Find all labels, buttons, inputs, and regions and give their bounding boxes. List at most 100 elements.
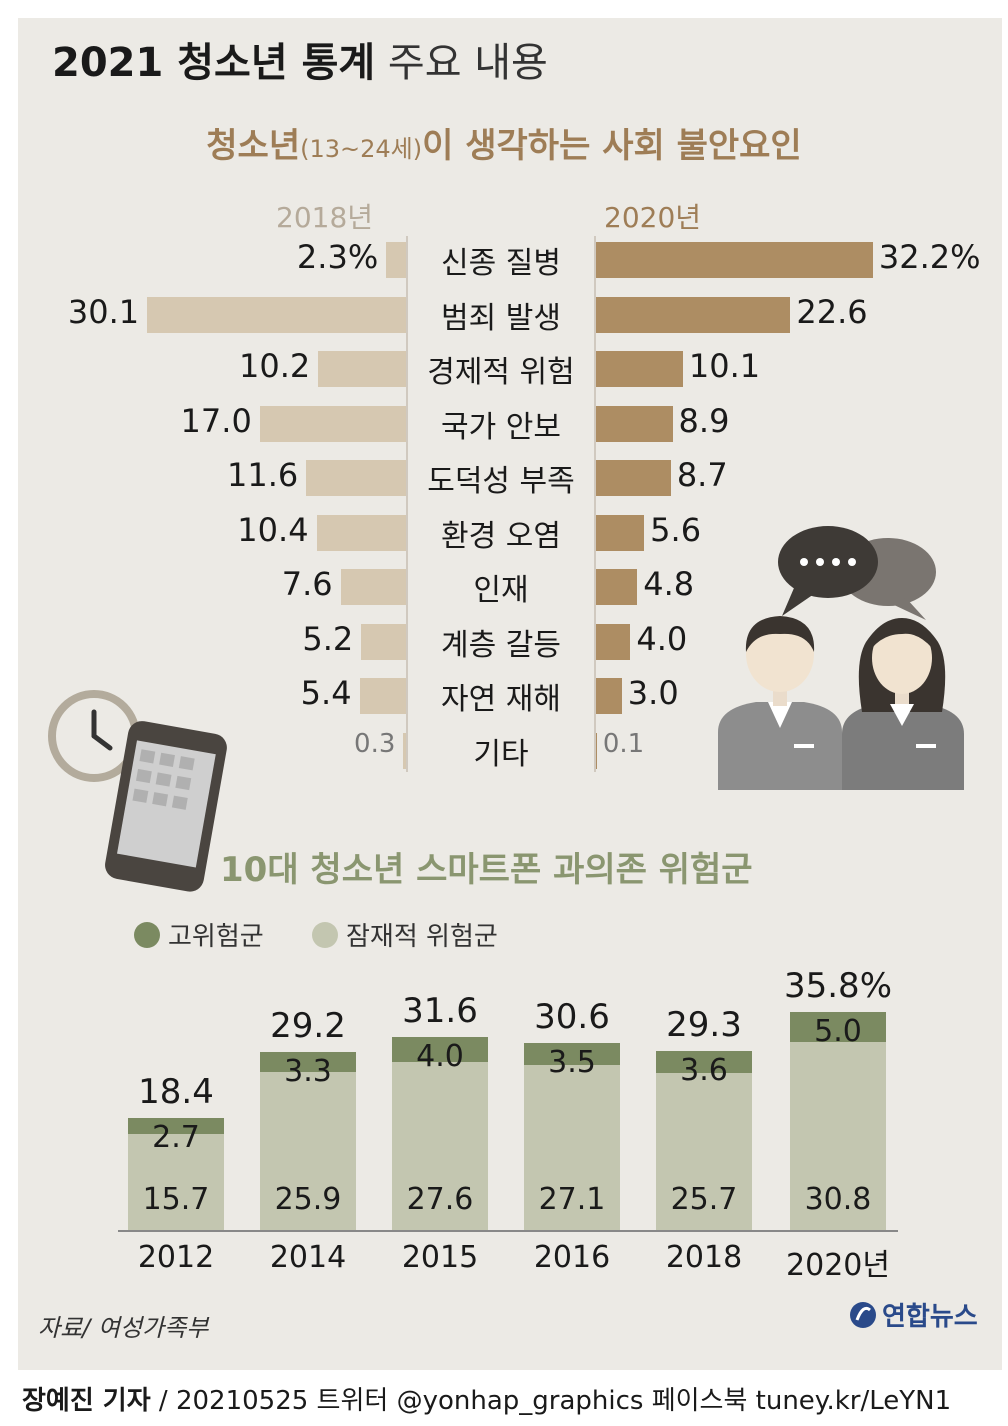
smartphone-icon bbox=[105, 721, 227, 892]
divider-left bbox=[406, 236, 408, 772]
value-2020: 4.0 bbox=[636, 619, 688, 658]
main-title-bold: 2021 청소년 통계 bbox=[52, 40, 376, 86]
category-label: 범죄 발생 bbox=[441, 300, 561, 336]
value-total: 18.4 bbox=[138, 1071, 214, 1112]
value-2018: 11.6 bbox=[226, 456, 299, 494]
credit-line: 장예진 기자 / 20210525 트위터 @yonhap_graphics 페… bbox=[22, 1380, 951, 1417]
legend-high-risk-label: 고위험군 bbox=[168, 922, 264, 952]
year-label: 2014 bbox=[269, 1240, 347, 1275]
yonhap-logo-icon bbox=[850, 1301, 876, 1328]
value-potential-risk: 27.1 bbox=[538, 1182, 606, 1217]
legend-high-risk-swatch bbox=[134, 921, 160, 948]
value-2018: 10.2 bbox=[239, 347, 311, 385]
value-2018: 7.6 bbox=[281, 565, 333, 603]
value-high-risk: 4.0 bbox=[416, 1039, 464, 1075]
value-2020: 22.6 bbox=[796, 292, 868, 331]
value-2020: 5.6 bbox=[650, 510, 702, 549]
bar-2020 bbox=[596, 405, 673, 442]
bar-2018 bbox=[361, 623, 406, 660]
bar-potential-risk bbox=[260, 1072, 356, 1230]
bar-potential-risk bbox=[656, 1073, 752, 1230]
value-2020: 10.1 bbox=[688, 347, 761, 385]
legend-potential-risk: 잠재적 위험군 bbox=[312, 916, 498, 953]
value-potential-risk: 30.8 bbox=[804, 1182, 872, 1217]
value-total: 29.2 bbox=[270, 1005, 346, 1046]
yonhap-logo: 연합뉴스 bbox=[848, 1296, 978, 1333]
main-title-light: 주요 내용 bbox=[387, 40, 548, 86]
category-label: 계층 갈등 bbox=[441, 627, 561, 663]
value-2018: 17.0 bbox=[180, 401, 252, 440]
bar-high-risk bbox=[524, 1043, 620, 1065]
bar-2018 bbox=[403, 732, 406, 769]
year-label: 2015 bbox=[401, 1240, 479, 1275]
bar-2018 bbox=[306, 460, 406, 496]
yonhap-logo-text: 연합뉴스 bbox=[882, 1302, 978, 1332]
clock-phone-illustration bbox=[48, 690, 227, 892]
bar-2020 bbox=[596, 351, 683, 387]
bar-2020 bbox=[596, 242, 873, 278]
legend-potential-risk-label: 잠재적 위험군 bbox=[346, 922, 498, 952]
credit-rest: / 20210525 트위터 @yonhap_graphics 페이스북 tun… bbox=[158, 1386, 952, 1416]
bar-high-risk bbox=[260, 1051, 356, 1072]
section1-title-main: 청소년 bbox=[206, 126, 301, 166]
category-label: 인재 bbox=[473, 573, 529, 608]
year-label: 2020년 bbox=[786, 1248, 890, 1283]
bar-2018 bbox=[340, 569, 406, 605]
bar-2020 bbox=[596, 569, 638, 605]
student-boy-icon bbox=[718, 616, 842, 790]
source-note: 자료/ 여성가족부 bbox=[38, 1314, 209, 1342]
legend-potential-risk-swatch bbox=[312, 921, 338, 948]
value-2018: 5.2 bbox=[302, 619, 354, 658]
value-potential-risk: 25.7 bbox=[670, 1182, 738, 1217]
value-2020: 3.0 bbox=[627, 674, 679, 712]
credit-name: 장예진 기자 bbox=[22, 1386, 151, 1416]
bar-high-risk bbox=[656, 1051, 752, 1074]
bar-high-risk bbox=[128, 1117, 224, 1135]
bar-potential-risk bbox=[524, 1064, 620, 1230]
divider-right bbox=[594, 236, 596, 772]
year-2018-header: 2018년 bbox=[276, 201, 374, 234]
category-label: 경제적 위험 bbox=[427, 355, 575, 390]
speech-bubble-icon bbox=[778, 526, 936, 620]
bar-2020 bbox=[596, 732, 597, 769]
value-high-risk: 3.5 bbox=[548, 1045, 596, 1081]
bar-2018 bbox=[147, 296, 406, 333]
value-2018: 0.3 bbox=[354, 728, 396, 759]
value-total: 30.6 bbox=[534, 997, 610, 1038]
year-label: 2016 bbox=[533, 1240, 611, 1275]
section1-title-sub: (13~24세) bbox=[300, 135, 423, 163]
bar-2018 bbox=[386, 242, 406, 278]
main-title: 2021 청소년 통계 주요 내용 bbox=[52, 30, 548, 88]
value-high-risk: 3.3 bbox=[284, 1053, 332, 1089]
year-2020-header: 2020년 bbox=[604, 201, 702, 234]
value-2020: 8.9 bbox=[678, 401, 730, 440]
value-potential-risk: 15.7 bbox=[142, 1182, 210, 1217]
value-2018: 10.4 bbox=[237, 510, 309, 549]
category-label: 기타 bbox=[473, 736, 529, 772]
student-girl-icon bbox=[842, 618, 964, 790]
value-total: 35.8% bbox=[783, 965, 892, 1006]
value-2020: 8.7 bbox=[676, 456, 728, 494]
students-illustration bbox=[718, 526, 964, 790]
bar-2018 bbox=[259, 405, 406, 442]
bar-high-risk bbox=[790, 1011, 886, 1043]
section1-title-rest: 이 생각하는 사회 불안요인 bbox=[422, 126, 802, 166]
value-2020: 32.2% bbox=[878, 238, 981, 276]
bar-potential-risk bbox=[128, 1134, 224, 1230]
value-2018: 5.4 bbox=[300, 674, 352, 712]
section2-title: 10대 청소년 스마트폰 과의존 위험군 bbox=[220, 850, 753, 890]
value-total: 31.6 bbox=[402, 991, 478, 1032]
value-potential-risk: 25.9 bbox=[274, 1182, 342, 1217]
bar-2018 bbox=[316, 514, 406, 551]
bar-potential-risk bbox=[392, 1061, 488, 1230]
category-label: 국가 안보 bbox=[441, 409, 561, 445]
legend-high-risk: 고위험군 bbox=[134, 916, 264, 953]
value-high-risk: 2.7 bbox=[152, 1119, 200, 1155]
bar-high-risk bbox=[392, 1037, 488, 1062]
bar-2020 bbox=[596, 460, 671, 496]
bar-2020 bbox=[596, 623, 631, 660]
value-high-risk: 3.6 bbox=[680, 1053, 728, 1089]
category-label: 자연 재해 bbox=[441, 682, 561, 717]
year-label: 2018 bbox=[665, 1240, 743, 1275]
bar-potential-risk bbox=[790, 1042, 886, 1230]
